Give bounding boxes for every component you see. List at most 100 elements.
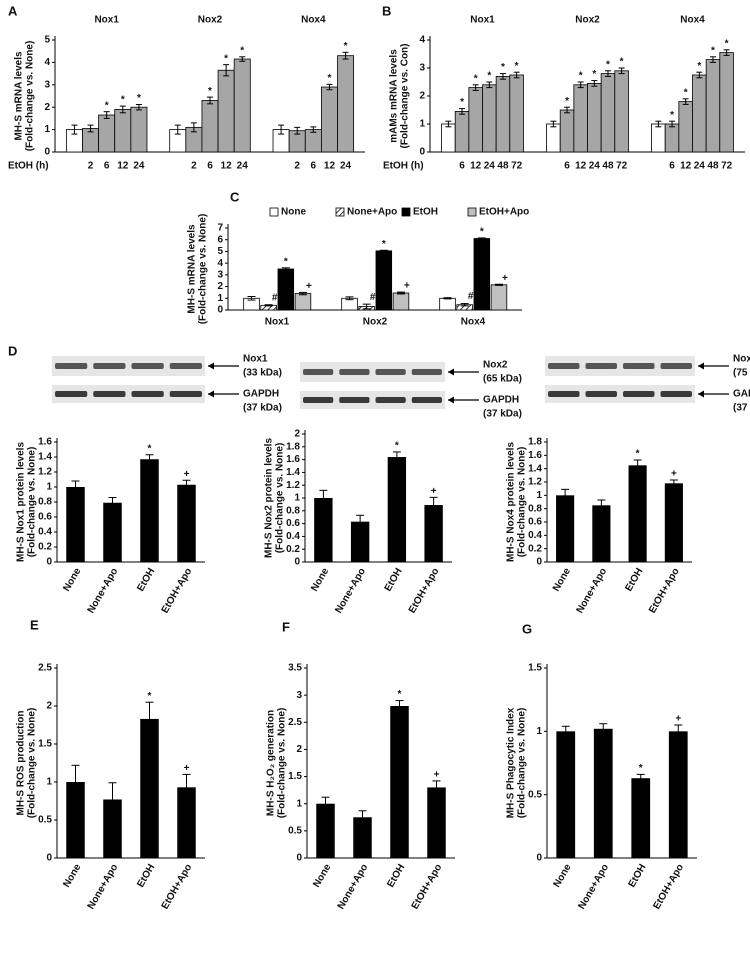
y-tick-label: 6 [217,234,223,245]
bar [473,238,491,311]
x-tick-label: None [61,862,83,890]
x-tick-label: None+Apo [86,566,121,615]
y-tick-label: 0 [536,853,542,864]
y-tick-label: 1.5 [288,771,302,782]
panel-letter: A [8,3,18,18]
y-tick-label: 2 [296,744,302,755]
blot-membrane [545,385,695,403]
x-tick-label: EtOH [627,862,649,889]
annotation: * [474,73,478,84]
bar [651,123,666,153]
blot-band [585,363,617,369]
y-tick-label: 1.2 [286,480,300,491]
bar [678,101,693,153]
group-label: Nox2 [575,15,600,26]
annotation: * [344,41,348,52]
bar [664,123,680,153]
blot-membrane [300,391,445,409]
y-tick-label: 0.5 [288,825,302,836]
bar [600,73,616,153]
annotation: * [670,110,674,121]
y-axis-label: (Fold-change vs. None) [275,443,286,554]
group-label: Nox1 [94,15,119,26]
bar [719,52,734,153]
bar [140,459,159,562]
blot-band [339,369,370,375]
legend-label: EtOH [413,207,438,218]
blot-band [55,363,88,369]
x-tick-label: EtOH+Apo [651,862,686,911]
y-tick-label: 1.8 [286,441,300,452]
bar [103,502,122,562]
x-tick-label: 2 [191,161,197,172]
blot-label: Nox1 [243,354,268,365]
y-tick-label: 3 [419,63,425,74]
bar [320,86,338,153]
bar [130,106,148,153]
blot-band [375,369,406,375]
bar [573,84,588,153]
y-tick-label: 1 [296,798,302,809]
bar [233,58,251,153]
x-tick-label: 6 [207,161,213,172]
annotation: * [515,61,519,72]
y-tick-label: 0.8 [286,505,300,516]
annotation: * [639,763,643,774]
bar [631,778,651,858]
bar [140,718,159,858]
blot-membrane [545,356,695,376]
bar [705,59,721,153]
y-tick-label: 1 [536,726,542,737]
y-tick-label: 4 [419,35,425,46]
bar [98,114,116,153]
y-tick-label: 0 [44,147,50,158]
x-tick-label: 72 [721,161,733,172]
bar [556,495,575,562]
annotation: * [684,87,688,98]
annotation: * [460,97,464,108]
blot-label: (37 kDa) [733,403,750,414]
y-tick-label: 0.6 [38,512,52,523]
annotation: * [240,45,244,56]
x-tick-label: 48 [497,161,509,172]
legend-label: EtOH+Apo [479,207,529,218]
legend-label: None+Apo [347,207,397,218]
legend-swatch [467,207,477,217]
annotation: + [502,273,508,284]
panel-letter: C [230,189,240,204]
x-tick-label: 12 [680,161,692,172]
y-tick-label: 1.4 [38,452,52,463]
annotation: * [480,227,484,238]
y-axis-label: (Fold-change vs. None) [517,708,528,819]
y-axis-label: MH-S mRNA levels [187,224,198,314]
y-tick-label: 1 [294,493,300,504]
y-tick-label: 0.5 [528,789,542,800]
y-axis-label: MH-S mRNA levels [14,51,25,141]
annotation: * [592,69,596,80]
bar [454,111,470,153]
blot-label: GAPDH [243,389,279,400]
x-tick-label: 12 [221,161,233,172]
blot-label: (65 kDa) [483,374,522,385]
bar [201,100,219,153]
x-tick-label: EtOH [135,566,157,593]
x-tick-label: Nox1 [265,317,290,328]
blot-band [303,397,334,403]
annotation: + [431,486,437,497]
y-tick-label: 0 [46,557,52,568]
y-tick-label: 1.4 [528,463,542,474]
annotation: * [121,95,125,106]
x-tick-label: 6 [311,161,317,172]
blot-band [660,363,692,369]
bar [556,731,576,858]
y-tick-label: 4 [217,258,223,269]
y-tick-label: 7 [217,223,223,234]
y-tick-label: 1.2 [38,467,52,478]
blot-label: (37 kDa) [483,409,522,420]
x-tick-label: Nox4 [461,317,486,328]
bar [559,109,575,153]
y-tick-label: 3 [296,690,302,701]
blot-band [169,391,202,397]
x-tick-label: EtOH [385,862,407,889]
group-label: Nox4 [301,15,326,26]
